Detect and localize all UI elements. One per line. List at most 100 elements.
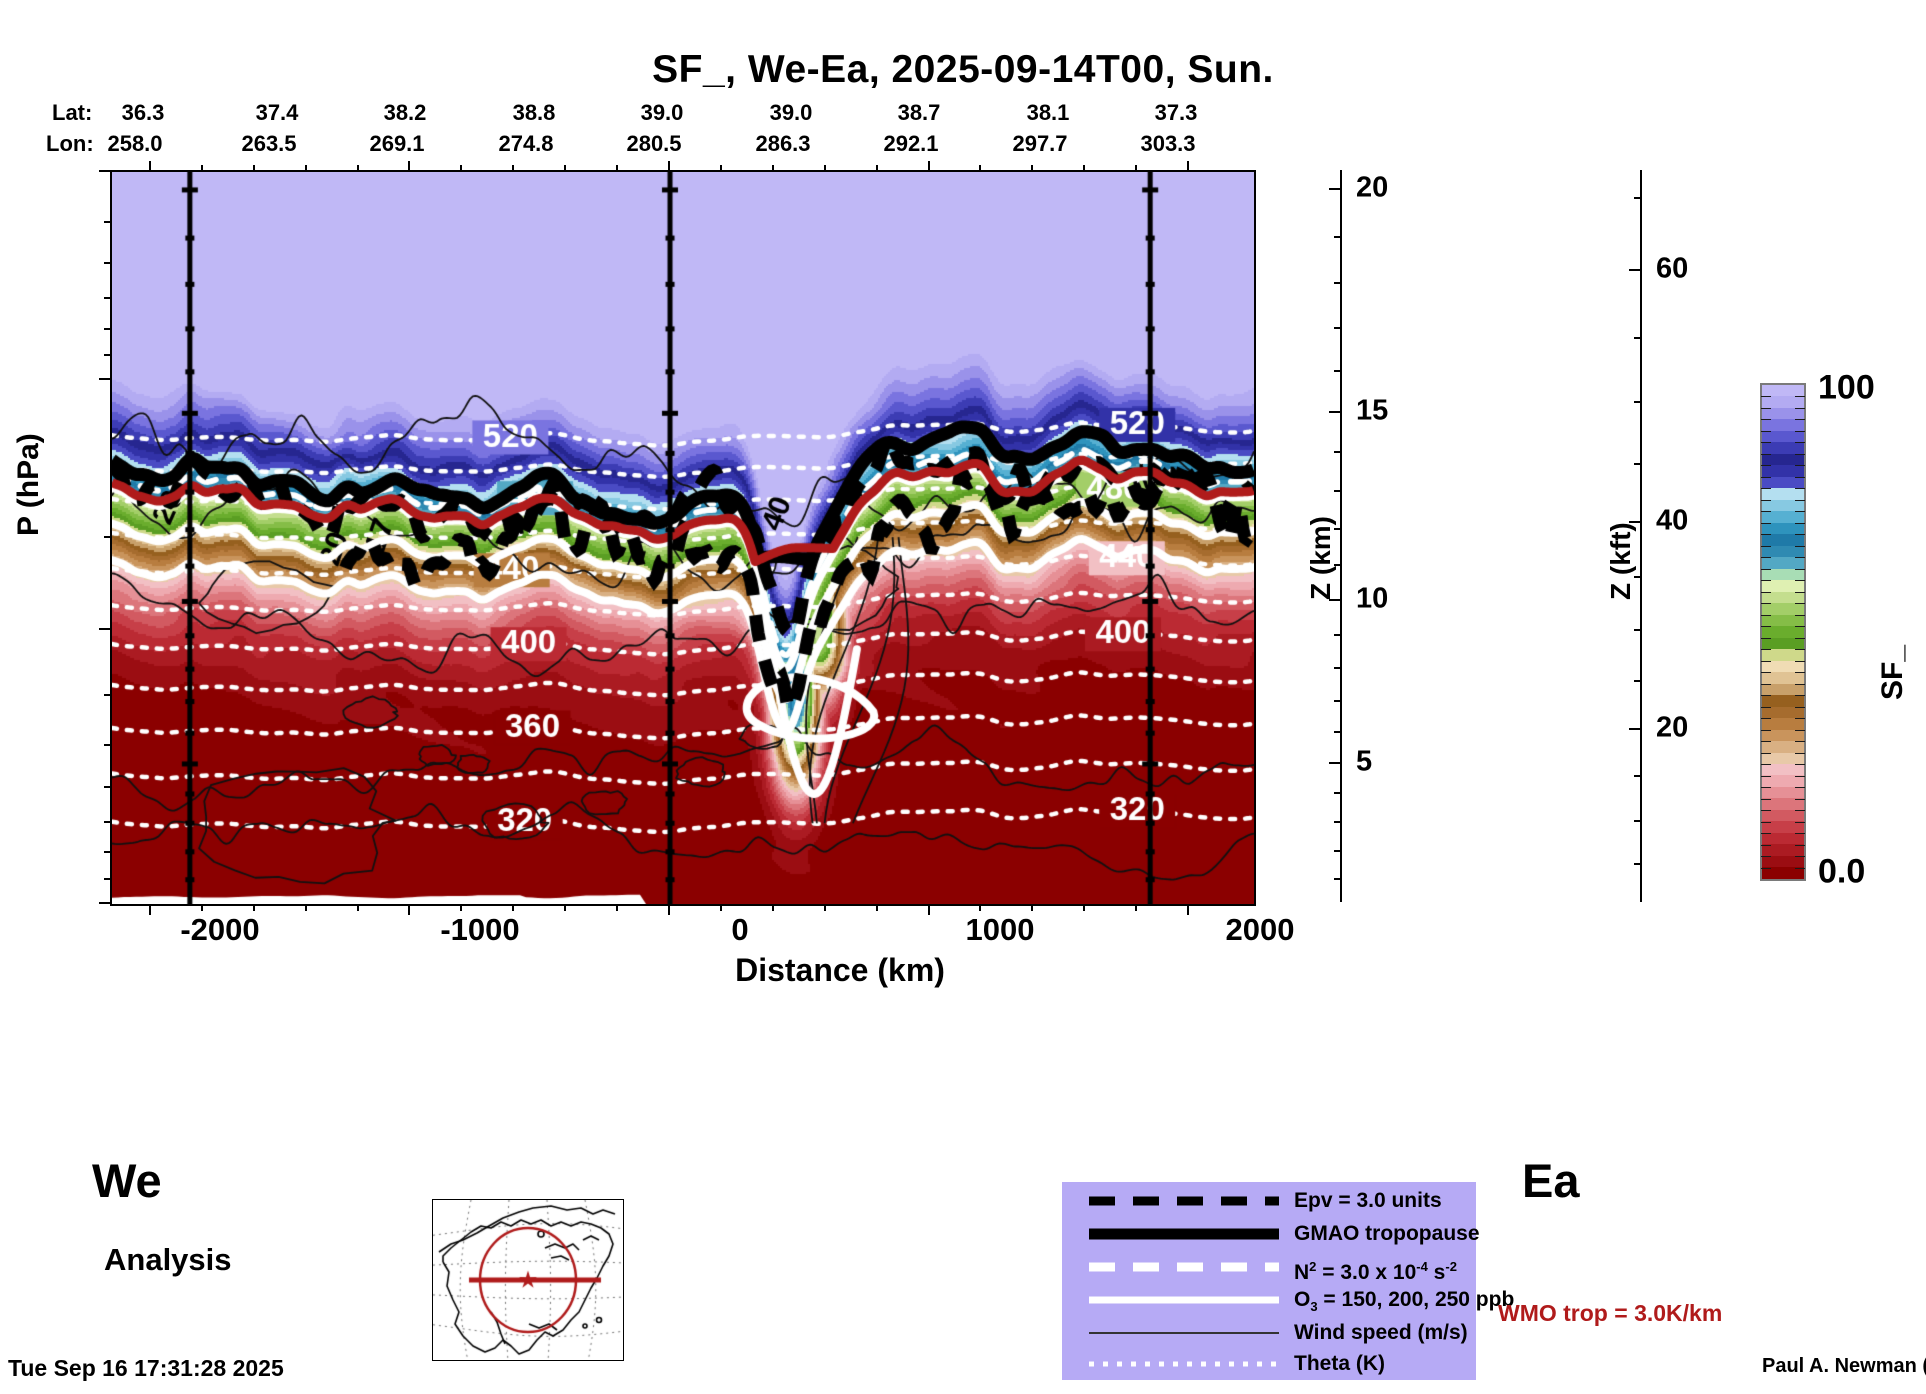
x-minor-tick-top: [200, 165, 203, 172]
z-minor-tick: [1334, 877, 1342, 880]
z-minor-tick: [1634, 679, 1642, 682]
z-minor-tick: [1334, 791, 1342, 794]
x-major-tick-top: [668, 161, 671, 172]
distance-axis: [110, 904, 1256, 964]
colorbar-tick: [1795, 718, 1805, 720]
x-minor-tick-top: [771, 165, 774, 172]
colorbar-tick: [1761, 465, 1771, 467]
legend-symbol-dotted-white-icon: [1084, 1347, 1284, 1380]
z-tick-label: 10: [1356, 582, 1389, 615]
cross-section-plot[interactable]: [110, 170, 1256, 906]
legend-label: Wind speed (m/s): [1294, 1321, 1468, 1344]
lat-value: 38.2: [383, 100, 427, 125]
colorbar-segment: [1762, 591, 1804, 604]
lat-label: Lat:: [52, 100, 93, 125]
colorbar-tick: [1761, 419, 1771, 421]
wmo-tropopause-note: WMO trop = 3.0K/km: [1498, 1300, 1723, 1326]
z-minor-tick: [1634, 462, 1642, 465]
z-minor-tick: [1634, 819, 1642, 822]
colorbar-segment: [1762, 844, 1804, 856]
x-minor-tick-top: [1135, 165, 1138, 172]
colorbar-tick: [1761, 821, 1771, 823]
colorbar-max-label: 100: [1818, 368, 1875, 407]
colorbar-segment: [1762, 729, 1804, 742]
x-minor-tick-top: [1031, 165, 1034, 172]
pressure-axis: 401003001000: [0, 170, 112, 904]
legend-label: Epv = 3.0 units: [1294, 1189, 1442, 1212]
x-minor-tick-top: [564, 165, 567, 172]
x-minor-tick: [1031, 904, 1034, 911]
pressure-minor-tick: [104, 536, 112, 538]
z-minor-tick: [1634, 863, 1642, 866]
lat-value: 39.0: [640, 100, 684, 125]
pressure-minor-tick: [104, 297, 112, 300]
legend-row: O3 = 150, 200, 250 ppb: [1062, 1283, 1514, 1316]
x-tick-label: -1000: [440, 912, 520, 947]
colorbar-tick: [1761, 718, 1771, 720]
x-major-tick-top: [927, 161, 930, 172]
x-minor-tick-top: [1083, 165, 1086, 172]
inset-locator-map[interactable]: [432, 1199, 624, 1361]
legend-label: N2 = 3.0 x 10-4 s-2: [1294, 1259, 1457, 1284]
credit-label: Paul A. Newman (NASA: [1762, 1355, 1926, 1377]
colorbar-tick: [1795, 476, 1805, 478]
colorbar-title: SF_: [1876, 644, 1909, 700]
inset-map-canvas: [433, 1200, 623, 1360]
colorbar-segment: [1762, 683, 1804, 696]
colorbar-tick: [1761, 649, 1771, 651]
colorbar-tick: [1761, 488, 1771, 490]
contour-field-canvas: [112, 172, 1254, 904]
x-minor-tick: [200, 904, 203, 911]
lat-value: 37.4: [255, 100, 299, 125]
z-tick-label: 15: [1356, 394, 1389, 427]
colorbar-tick: [1761, 741, 1771, 743]
x-minor-tick-top: [460, 165, 463, 172]
colorbar[interactable]: [1760, 383, 1806, 881]
colorbar-tick: [1761, 683, 1771, 685]
x-minor-tick-top: [512, 165, 515, 172]
z-minor-tick: [1334, 490, 1342, 493]
legend-row: Theta (K): [1062, 1347, 1476, 1380]
pressure-minor-tick: [104, 785, 112, 788]
colorbar-tick: [1761, 407, 1771, 409]
z-major-tick: [1329, 411, 1342, 414]
pressure-major-tick: [99, 902, 112, 904]
z-kft-axis: 20 40 60: [1629, 170, 1688, 902]
pressure-minor-tick: [104, 878, 112, 881]
colorbar-tick: [1795, 568, 1805, 570]
lon-value: 263.5: [241, 131, 297, 156]
legend-label: GMAO tropopause: [1294, 1222, 1480, 1245]
colorbar-tick: [1795, 729, 1805, 731]
legend-symbol-dashed-white-icon: [1084, 1250, 1284, 1283]
colorbar-tick: [1761, 867, 1771, 869]
pressure-minor-tick: [104, 820, 112, 823]
x-minor-tick-top: [356, 165, 359, 172]
lon-value: 286.3: [755, 131, 811, 156]
legend-row: GMAO tropopause: [1062, 1217, 1480, 1250]
colorbar-segment: [1762, 476, 1804, 489]
z-tick-label: 20: [1656, 711, 1689, 744]
legend-row: Epv = 3.0 units: [1062, 1184, 1476, 1217]
z-minor-tick: [1334, 369, 1342, 372]
pressure-minor-tick: [104, 744, 112, 747]
colorbar-segment: [1762, 763, 1804, 776]
colorbar-tick: [1761, 637, 1771, 639]
page-title: SF_, We-Ea, 2025-09-14T00, Sun.: [652, 48, 1274, 91]
colorbar-segment: [1762, 430, 1804, 443]
legend-symbol-solid-white-icon: [1084, 1283, 1284, 1316]
x-major-tick-top: [1187, 161, 1190, 172]
colorbar-tick: [1795, 683, 1805, 685]
colorbar-tick: [1761, 511, 1771, 513]
colorbar-tick: [1761, 557, 1771, 559]
x-minor-tick: [719, 904, 722, 911]
x-minor-tick: [460, 904, 463, 911]
colorbar-tick: [1761, 396, 1771, 398]
colorbar-tick: [1761, 499, 1771, 501]
colorbar-segment: [1762, 557, 1804, 569]
z-minor-tick: [1334, 326, 1342, 329]
colorbar-tick: [1795, 407, 1805, 409]
colorbar-segment: [1762, 522, 1804, 535]
colorbar-tick: [1795, 626, 1805, 628]
pressure-major-tick: [99, 170, 112, 172]
colorbar-tick: [1795, 488, 1805, 490]
